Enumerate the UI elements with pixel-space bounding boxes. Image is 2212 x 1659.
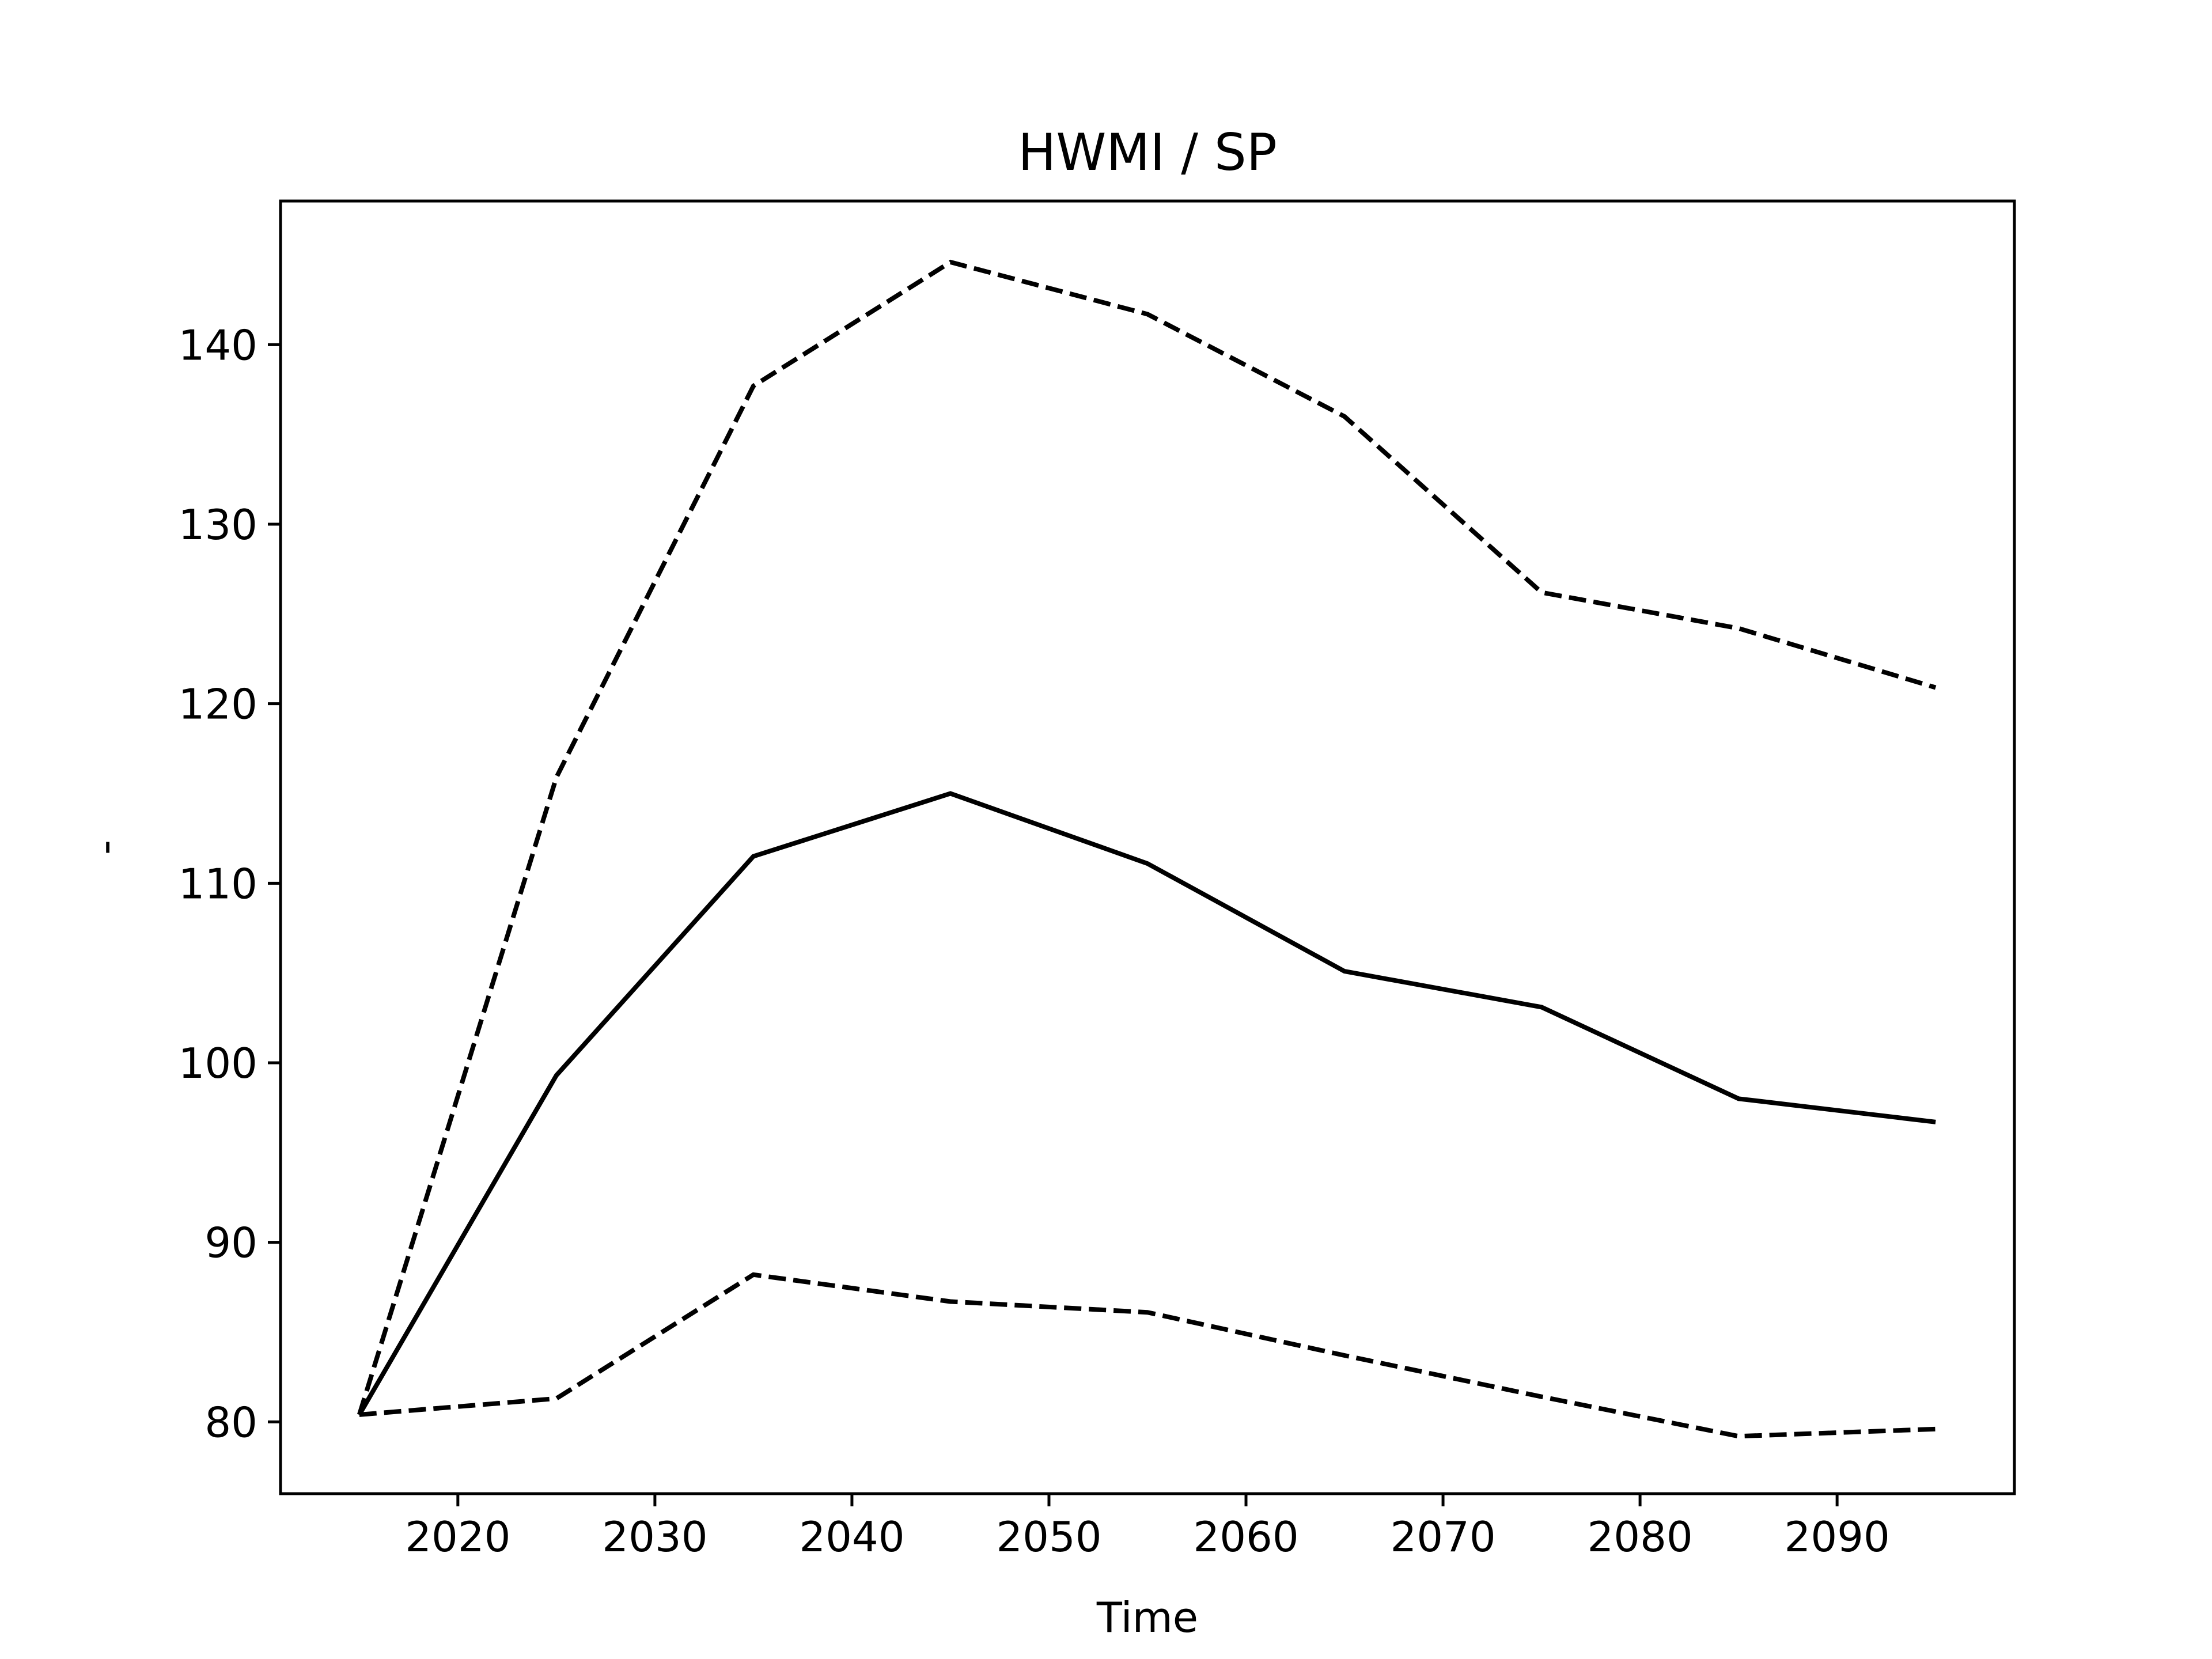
x-tick-label: 2050	[996, 1513, 1101, 1561]
x-tick-label: 2060	[1193, 1513, 1298, 1561]
y-tick-label: 130	[179, 501, 257, 549]
chart-title: HWMI / SP	[1018, 123, 1277, 182]
x-tick-label: 2080	[1587, 1513, 1692, 1561]
x-tick-label: 2070	[1390, 1513, 1495, 1561]
y-tick-label: 90	[204, 1219, 257, 1267]
plot-frame	[279, 199, 2016, 1495]
x-tick-label: 2040	[799, 1513, 904, 1561]
series-line-1-solid	[357, 791, 1936, 1416]
x-axis-ticks: 2020 2030 2040 2050 2060 2070 2080 2090	[405, 1494, 1890, 1561]
x-tick-label: 2030	[602, 1513, 707, 1561]
y-axis-ticks: 80 90 100 110 120 130 140	[179, 321, 281, 1446]
y-tick-label: 120	[179, 680, 257, 729]
y-tick-label: 110	[179, 859, 257, 908]
series-line-3-dashed	[359, 1272, 1936, 1439]
y-axis-label: -	[81, 840, 129, 855]
series-layer	[357, 259, 1937, 1439]
x-tick-label: 2020	[405, 1513, 510, 1561]
y-tick-label: 140	[179, 321, 257, 369]
x-axis-label: Time	[1096, 1593, 1198, 1642]
series-line-2-dashed	[357, 259, 1937, 1416]
x-tick-label: 2090	[1785, 1513, 1890, 1561]
y-tick-label: 100	[179, 1039, 257, 1088]
y-tick-label: 80	[204, 1398, 257, 1446]
